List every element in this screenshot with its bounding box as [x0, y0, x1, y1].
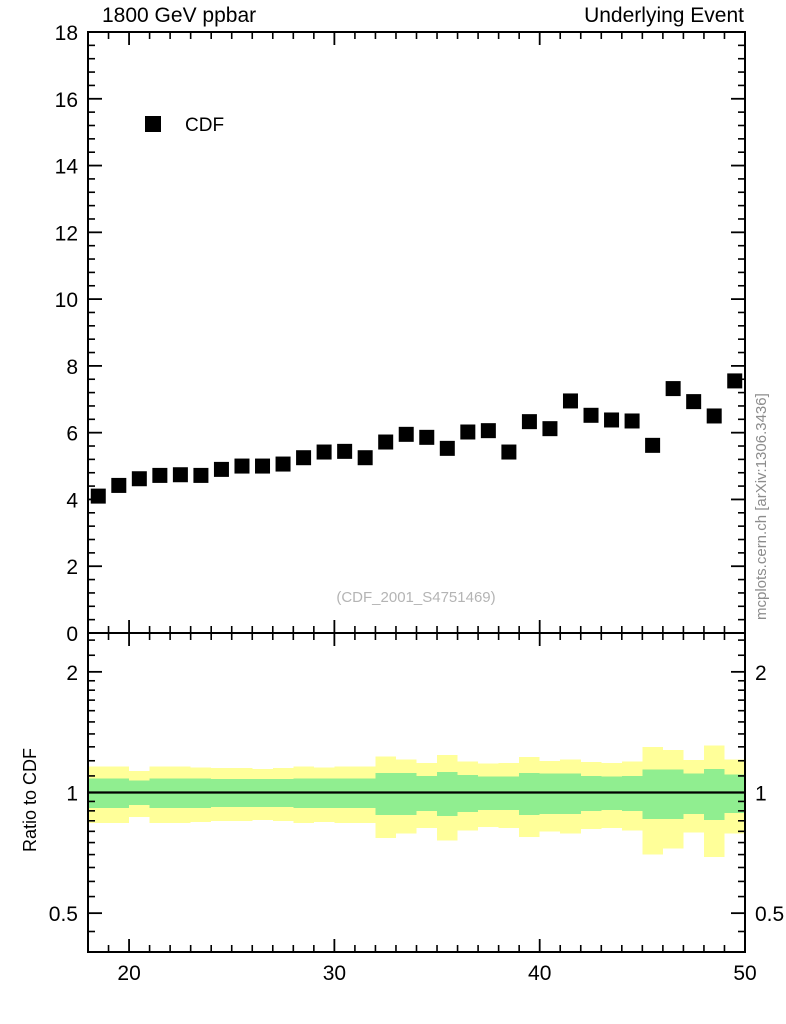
- ratio-band-1sigma: [539, 773, 561, 814]
- data-point: [645, 437, 661, 453]
- data-point: [131, 471, 147, 487]
- main-panel-y-tick-labels: 0 2 4 6 8 10 12 14 16 18: [55, 22, 79, 646]
- main-y-tick-label: 16: [55, 89, 78, 112]
- data-point: [398, 426, 414, 442]
- data-point: [111, 477, 127, 493]
- header-left-label: 1800 GeV ppbar: [102, 4, 256, 27]
- data-point: [665, 381, 681, 397]
- ratio-band-1sigma: [662, 769, 684, 819]
- ratio-y-tick-label-right: 2: [755, 662, 767, 685]
- data-point: [337, 443, 353, 459]
- ratio-y-tick-label-right: 0.5: [755, 903, 784, 926]
- ratio-band-1sigma: [683, 773, 704, 814]
- data-point: [378, 434, 394, 450]
- main-y-tick-label: 4: [66, 489, 78, 512]
- data-point: [193, 467, 209, 483]
- x-axis-tick-labels: 20 30 40 50: [117, 962, 756, 985]
- data-point: [562, 393, 578, 409]
- legend-marker-cdf: [145, 116, 161, 132]
- data-point: [213, 461, 229, 477]
- analysis-watermark: (CDF_2001_S4751469): [336, 589, 495, 606]
- legend: CDF: [145, 115, 224, 136]
- data-point: [604, 412, 620, 428]
- data-point: [419, 429, 435, 445]
- data-point: [706, 408, 722, 424]
- data-point: [686, 394, 702, 410]
- data-point: [357, 450, 373, 466]
- data-point: [316, 444, 332, 460]
- main-y-tick-label: 12: [55, 222, 78, 245]
- ratio-band-1sigma: [703, 768, 725, 820]
- ratio-frame: [87, 632, 746, 953]
- main-y-tick-label: 14: [55, 156, 79, 179]
- main-y-tick-label: 8: [66, 356, 78, 379]
- x-tick-label: 20: [117, 962, 140, 985]
- data-point: [521, 414, 537, 430]
- ratio-axis-title: Ratio to CDF: [20, 748, 40, 852]
- ratio-band-1sigma: [375, 772, 396, 815]
- ratio-band-1sigma: [560, 773, 581, 814]
- x-tick-label: 50: [733, 962, 756, 985]
- main-y-tick-label: 0: [66, 623, 78, 646]
- main-y-tick-label: 6: [66, 423, 78, 446]
- ratio-band-1sigma: [437, 772, 458, 816]
- x-tick-label: 30: [323, 962, 346, 985]
- data-point: [90, 488, 106, 504]
- data-point: [624, 413, 640, 429]
- main-y-tick-label: 10: [55, 289, 78, 312]
- ratio-band-1sigma: [519, 772, 540, 815]
- legend-label-cdf: CDF: [185, 115, 224, 136]
- data-point: [275, 456, 291, 472]
- data-point: [234, 458, 250, 474]
- data-point: [172, 467, 188, 483]
- data-point: [542, 421, 558, 437]
- x-tick-label: 40: [528, 962, 551, 985]
- data-point: [501, 444, 517, 460]
- ratio-panel-ticks: [87, 633, 746, 952]
- ratio-y-tick-label: 1: [66, 783, 78, 806]
- data-point: [152, 467, 168, 483]
- ratio-y-tick-label: 2: [66, 662, 78, 685]
- ratio-panel-frame: [87, 632, 746, 953]
- mcplots-attribution: mcplots.cern.ch [arXiv:1306.3436]: [753, 393, 770, 620]
- data-point: [480, 423, 496, 439]
- data-point: [255, 458, 271, 474]
- ratio-panel-y-tick-labels: 0.5 1 2 0.5 1 2: [49, 662, 784, 926]
- ratio-y-tick-label-right: 1: [755, 783, 767, 806]
- header-right-label: Underlying Event: [584, 4, 744, 27]
- ratio-band-1sigma: [642, 769, 663, 819]
- ratio-y-tick-label: 0.5: [49, 903, 78, 926]
- data-point: [296, 450, 312, 466]
- ratio-panel-bands: [88, 745, 745, 858]
- data-point: [439, 440, 455, 456]
- data-point: [460, 424, 476, 440]
- main-y-tick-label: 2: [66, 556, 78, 579]
- data-point: [727, 373, 743, 389]
- data-markers-cdf: [90, 373, 743, 504]
- main-y-tick-label: 18: [55, 22, 78, 45]
- ratio-band-1sigma: [395, 772, 417, 815]
- data-point: [583, 407, 599, 423]
